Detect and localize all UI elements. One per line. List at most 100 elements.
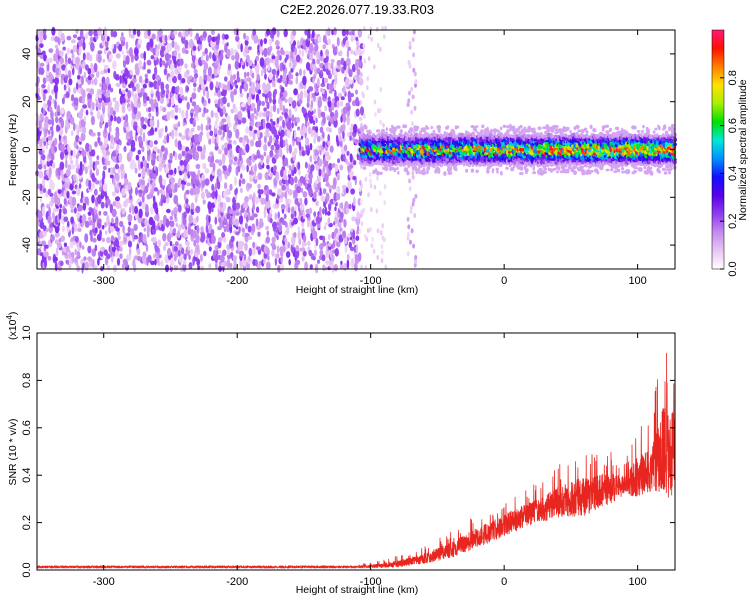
spectrogram-cell <box>417 167 421 172</box>
spectrogram-cell <box>291 235 296 245</box>
spectrogram-cell <box>170 70 175 78</box>
spectrogram-cell <box>401 149 405 154</box>
spectrogram-cell <box>166 88 170 95</box>
spectrogram-cell <box>119 220 124 228</box>
spectrogram-cell <box>160 45 166 52</box>
spectrogram-cell <box>251 223 256 233</box>
spectrogram-cell <box>254 129 258 134</box>
spectrogram-cell <box>162 189 166 196</box>
spectrogram-cell <box>573 165 578 169</box>
spectrogram-cell <box>295 259 301 265</box>
spectrogram-cell <box>68 263 72 269</box>
spectrogram-cell <box>194 72 198 79</box>
spectrogram-cell <box>144 117 148 124</box>
spectrogram-cell <box>82 125 86 135</box>
spectrogram-cell <box>177 85 180 93</box>
spectrogram-cell <box>302 108 307 114</box>
spectrogram-cell <box>269 217 273 224</box>
spectrogram-cell <box>261 82 267 91</box>
spectrogram-cell <box>299 197 303 206</box>
spectrogram-cell <box>183 159 188 167</box>
spectrogram-cell <box>135 186 138 196</box>
spectrogram-cell <box>146 182 150 188</box>
spectrogram-cell <box>346 49 350 58</box>
spectrogram-cell <box>180 247 185 255</box>
spectrogram-cell <box>240 43 243 53</box>
spectrogram-cell <box>41 50 46 56</box>
spectrogram-cell <box>262 118 266 129</box>
spectrogram-cell <box>235 128 240 139</box>
spectrogram-cell <box>193 239 197 247</box>
spectrogram-cell <box>106 76 110 86</box>
spectrogram-cell <box>294 47 297 56</box>
spectrogram-cell <box>229 183 233 191</box>
spectrogram-cell <box>255 259 258 267</box>
spectrogram-cell <box>224 76 228 82</box>
spectrogram-cell <box>411 121 414 127</box>
spectrogram-cell <box>234 176 237 186</box>
spectrogram-cell <box>408 40 412 46</box>
spectrogram-cell <box>375 208 379 214</box>
spectrogram-cell <box>38 149 44 155</box>
spectrogram-cell <box>136 29 141 37</box>
spectrogram-cell <box>253 107 257 115</box>
spectrogram-cell <box>265 261 271 270</box>
spectrogram-cell <box>70 164 76 170</box>
spectrogram-cell <box>71 196 77 207</box>
spectrogram-cell <box>75 158 79 168</box>
spectrogram-cell <box>121 169 125 175</box>
spectrogram-cell <box>133 74 137 79</box>
spectrogram-cell <box>192 45 197 51</box>
spectrogram-cell <box>44 244 49 249</box>
spectrogram-cell <box>140 233 144 243</box>
spectrogram-cell <box>342 123 346 132</box>
spectrogram-cell <box>59 161 65 171</box>
spectrogram-cell <box>379 230 383 236</box>
spectrogram-cell <box>76 145 79 150</box>
spectrogram-cell <box>313 249 317 257</box>
spectrogram-cell <box>409 209 413 215</box>
spectrogram-cell <box>284 98 288 103</box>
spectrogram-cell <box>112 201 117 207</box>
spectrogram-cell <box>309 155 313 163</box>
spectrogram-cell <box>327 234 331 241</box>
spectrogram-cell <box>162 244 167 251</box>
spectrogram-cell <box>283 157 289 167</box>
spectrogram-cell <box>60 143 65 153</box>
spectrogram-cell <box>224 34 229 40</box>
spectrogram-cell <box>136 88 141 94</box>
spectrogram-cell <box>378 171 383 175</box>
spectrogram-cell <box>291 100 297 109</box>
spectrogram-cell <box>208 51 212 59</box>
spectrogram-cell <box>134 92 138 99</box>
spectrogram-cell <box>327 134 331 142</box>
spectrogram-cell <box>206 90 210 100</box>
spectrogram-cell <box>555 151 558 156</box>
spectrogram-cell <box>312 255 316 261</box>
spectrogram-cell <box>67 144 70 153</box>
spectrogram-cell <box>135 83 140 89</box>
spectrogram-cell <box>256 206 260 213</box>
spectrogram-cell <box>221 153 226 163</box>
spectrogram-cell <box>195 186 201 195</box>
spectrogram-cell <box>266 164 270 170</box>
spectrogram-cell <box>307 240 311 246</box>
spectrogram-cell <box>307 126 312 135</box>
spectrogram-cell <box>305 137 310 146</box>
spectrogram-cell <box>308 249 313 257</box>
spectrogram-cell <box>228 208 234 215</box>
spectrogram-cell <box>293 88 298 96</box>
spectrogram-cell <box>339 50 343 57</box>
spectrogram-cell <box>155 106 159 113</box>
spectrogram-cell <box>227 63 231 71</box>
spectrogram-cell <box>179 159 184 166</box>
spectrogram-cell <box>241 164 246 171</box>
spectrogram-cell <box>403 167 409 173</box>
spectrogram-cell <box>60 168 64 178</box>
spectrogram-cell <box>323 266 329 271</box>
spectrogram-cell <box>192 145 197 154</box>
spectrogram-cell <box>275 143 280 151</box>
spectrogram-cell <box>93 77 98 86</box>
spectrogram-cell <box>204 47 208 55</box>
spectrogram-cell <box>263 144 268 152</box>
